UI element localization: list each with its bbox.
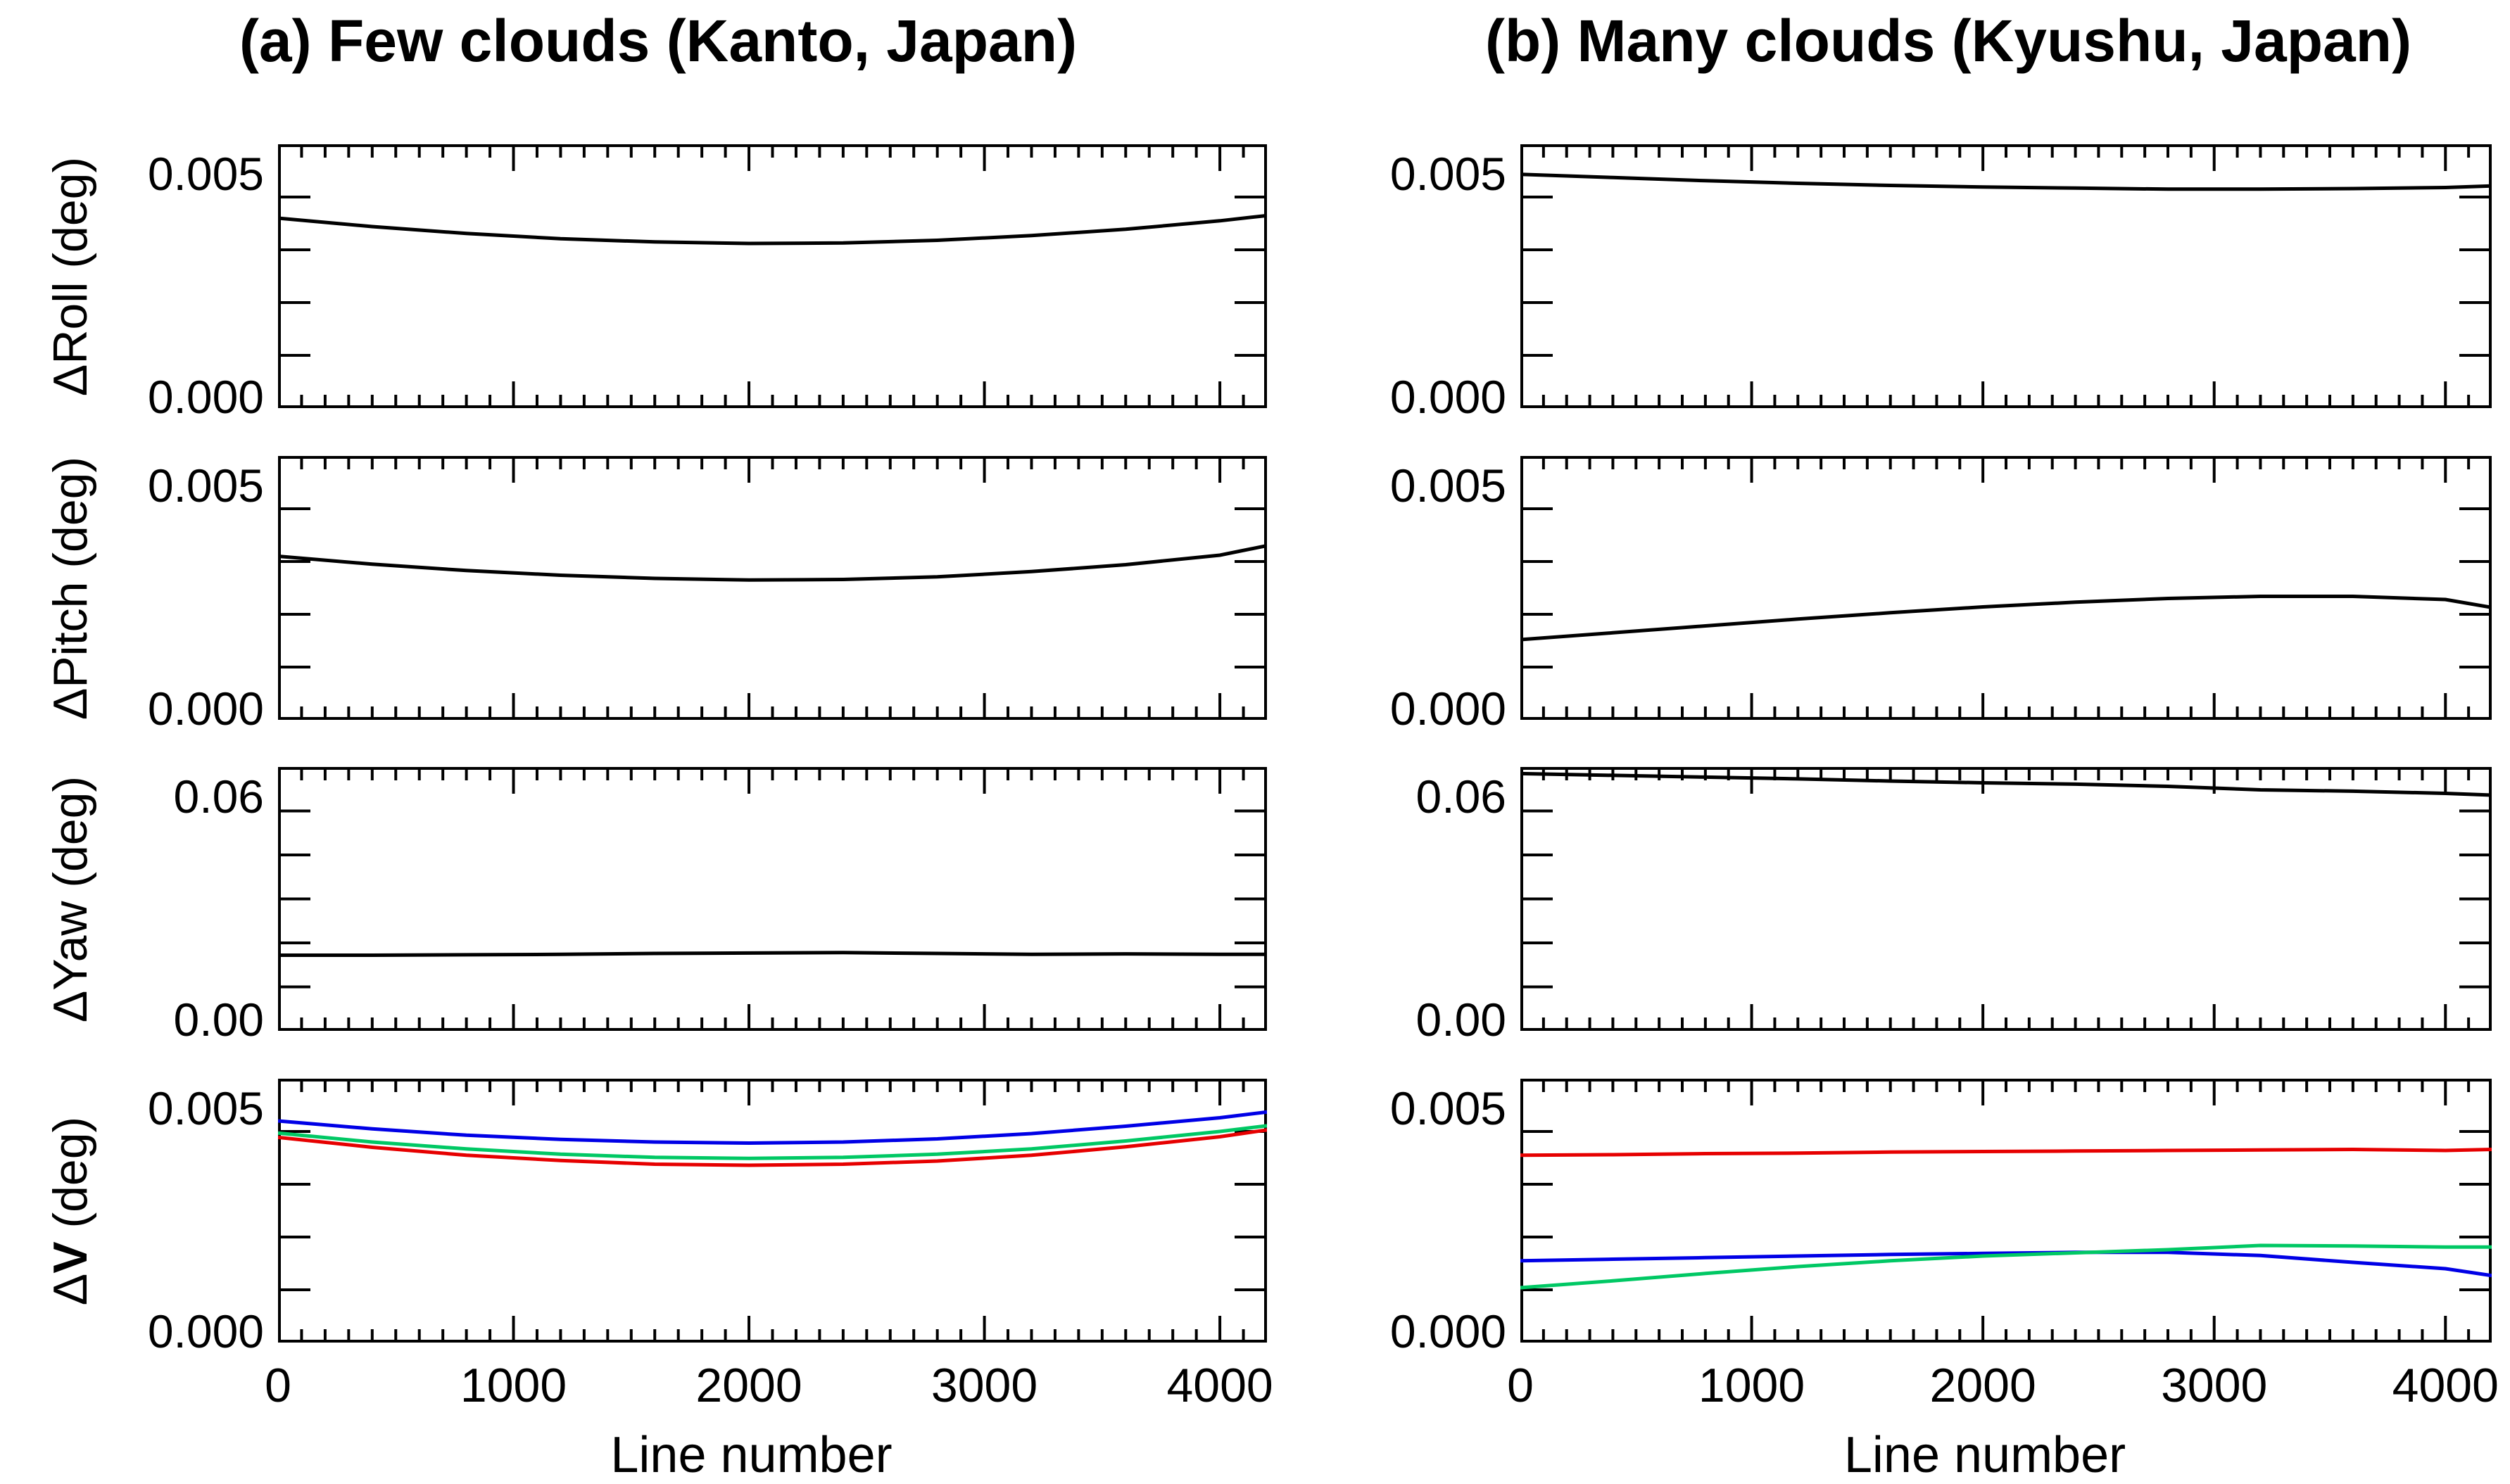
y-axis-title-pitch: ΔPitch (deg) <box>44 456 97 720</box>
x-tick-label: 3000 <box>931 1359 1038 1412</box>
series-line-green <box>278 1124 1267 1160</box>
x-tick-label: 1000 <box>460 1359 567 1412</box>
y-tick-label-min: 0.000 <box>147 1305 264 1357</box>
y-tick-label-min: 0.000 <box>1389 1305 1506 1357</box>
y-tick-label-max: 0.005 <box>147 1082 264 1134</box>
series-line-black <box>1520 172 2492 191</box>
panel-v-b: 0.005 0.000 <box>1390 1079 2492 1355</box>
y-axis-title-yaw: ΔYaw (deg) <box>44 775 97 1022</box>
y-tick-label-max: 0.005 <box>147 459 264 512</box>
y-axis-title-roll: ΔRoll (deg) <box>44 156 97 396</box>
series-line-blue <box>278 1110 1267 1146</box>
panel-yaw-b: 0.06 0.00 <box>1416 767 2492 1043</box>
y-axis-title-v: ΔV (deg) <box>44 1116 97 1305</box>
x-tick-label: 2000 <box>1929 1359 2036 1412</box>
y-tick-label-max: 0.005 <box>1389 148 1506 200</box>
plot-area-v-b <box>1520 1079 2492 1343</box>
series-line-red <box>278 1128 1267 1167</box>
y-tick-label-min: 0.00 <box>1415 994 1506 1046</box>
series-line-black <box>1520 595 2492 642</box>
y-tick-label-min: 0.000 <box>1389 371 1506 423</box>
y-tick-label-min: 0.000 <box>147 683 264 735</box>
y-tick-label-max: 0.005 <box>147 148 264 200</box>
series-line-black <box>1520 771 2492 797</box>
column-b-title: (b) Many clouds (Kyushu, Japan) <box>1484 8 2412 74</box>
panel-pitch-b: 0.005 0.000 <box>1390 456 2492 732</box>
y-tick-label-min: 0.000 <box>147 371 264 423</box>
plot-area-roll-a <box>278 144 1267 408</box>
panel-roll-b: 0.005 0.000 <box>1390 144 2492 420</box>
plot-area-pitch-a <box>278 456 1267 720</box>
series-line-black <box>278 213 1267 246</box>
panel-yaw-a: 0.06 0.00 ΔYaw (deg) <box>44 767 1267 1043</box>
plot-area-v-a <box>278 1079 1267 1343</box>
plot-area-roll-b <box>1520 144 2492 408</box>
x-tick-label: 3000 <box>2161 1359 2268 1412</box>
plot-area-yaw-b <box>1520 767 2492 1031</box>
x-axis-title: Line number <box>610 1427 893 1483</box>
x-tick-label: 1000 <box>1698 1359 1805 1412</box>
x-axis-title: Line number <box>1843 1427 2126 1483</box>
y-tick-label-max: 0.06 <box>1415 770 1506 823</box>
y-tick-label-min: 0.000 <box>1389 683 1506 735</box>
plot-area-pitch-b <box>1520 456 2492 720</box>
y-tick-label-max: 0.005 <box>1389 459 1506 512</box>
column-a-title: (a) Few clouds (Kanto, Japan) <box>239 8 1078 74</box>
panel-pitch-a: 0.005 0.000 ΔPitch (deg) <box>44 456 1267 732</box>
y-tick-label-max: 0.005 <box>1389 1082 1506 1134</box>
x-tick-label: 0 <box>1507 1359 1534 1412</box>
series-line-black <box>278 951 1267 957</box>
series-line-green <box>1520 1243 2492 1290</box>
y-tick-label-min: 0.00 <box>173 994 264 1046</box>
panel-roll-a: 0.005 0.000 ΔRoll (deg) <box>44 144 1267 420</box>
series-line-black <box>278 544 1267 582</box>
series-line-red <box>1520 1147 2492 1158</box>
x-tick-label: 4000 <box>1166 1359 1273 1412</box>
x-tick-label: 4000 <box>2392 1359 2499 1412</box>
x-tick-label: 2000 <box>695 1359 802 1412</box>
x-tick-label: 0 <box>265 1359 291 1412</box>
y-tick-label-max: 0.06 <box>173 770 264 823</box>
plot-area-yaw-a <box>278 767 1267 1031</box>
panel-v-a: 0.005 0.000 ΔV (deg) <box>44 1079 1267 1355</box>
